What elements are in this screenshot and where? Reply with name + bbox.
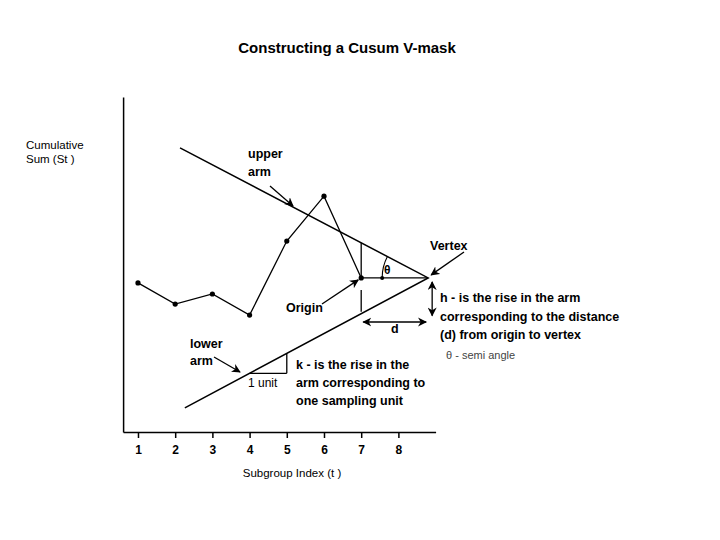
x-tick-label: 6 xyxy=(321,443,328,457)
cusum-point xyxy=(247,312,252,317)
x-tick: 2 xyxy=(172,432,179,457)
annotation-unit: 1 unit xyxy=(248,376,278,390)
x-tick: 7 xyxy=(358,432,365,457)
x-tick-mark xyxy=(287,432,289,438)
annotation-k: arm corresponding to xyxy=(296,376,426,390)
pointer xyxy=(214,357,240,372)
construction xyxy=(214,186,464,373)
x-tick-label: 5 xyxy=(284,443,291,457)
annotation-h: h - is the rise in the arm xyxy=(440,291,580,305)
x-tick-mark xyxy=(175,432,177,438)
construction-line xyxy=(361,277,428,278)
y-axis-label: Sum (St ) xyxy=(26,153,75,165)
annotation-lower-arm: lower xyxy=(190,337,223,351)
annotation-k: one sampling unit xyxy=(296,394,404,408)
x-tick-label: 7 xyxy=(358,443,365,457)
x-tick-mark xyxy=(138,432,140,438)
annotation-semi-angle: θ - semi angle xyxy=(446,349,515,361)
title: Constructing a Cusum V-mask xyxy=(238,39,456,56)
x-tick-label: 2 xyxy=(172,443,179,457)
pointer xyxy=(322,280,358,304)
x-tick-mark xyxy=(324,432,326,438)
x-tick: 5 xyxy=(284,432,291,457)
annotation-vertex: Vertex xyxy=(430,239,468,253)
x-axis-line xyxy=(124,432,437,434)
construction-line xyxy=(361,290,362,312)
y-axis xyxy=(123,98,124,433)
annotation-h: (d) from origin to vertex xyxy=(440,328,581,342)
y-axis-line xyxy=(123,98,125,433)
pointer xyxy=(431,252,464,275)
annotation-origin: Origin xyxy=(286,301,323,315)
construction-line xyxy=(250,373,287,374)
cusum-point xyxy=(173,301,178,306)
x-tick-label: 8 xyxy=(396,443,403,457)
plot-area xyxy=(135,148,428,408)
x-tick-mark xyxy=(361,432,363,438)
construction-line xyxy=(361,243,362,278)
v-mask xyxy=(180,148,428,408)
x-tick: 6 xyxy=(321,432,328,457)
h-arrow xyxy=(432,282,433,316)
x-tick-label: 1 xyxy=(135,443,142,457)
cusum-line xyxy=(138,196,361,315)
annotation-upper-arm: arm xyxy=(248,165,271,179)
annotation-d: d xyxy=(391,322,399,336)
x-tick: 4 xyxy=(247,432,254,457)
annotation-h: corresponding to the distance xyxy=(440,310,619,324)
annotation-upper-arm: upper xyxy=(248,147,283,161)
x-tick-label: 4 xyxy=(247,443,254,457)
x-axis: 1 2 3 4 5 6 7 8 xyxy=(124,432,437,457)
x-tick: 8 xyxy=(396,432,403,457)
cusum-point xyxy=(284,238,289,243)
y-axis-label: Cumulative xyxy=(26,139,84,151)
pointer xyxy=(270,186,293,206)
x-tick-mark xyxy=(249,432,251,438)
construction-line xyxy=(286,353,287,373)
x-tick: 1 xyxy=(135,432,142,457)
cusum-point xyxy=(135,280,140,285)
annotation-lower-arm: arm xyxy=(190,354,213,368)
x-tick-mark xyxy=(212,432,214,438)
chart: Constructing a Cusum V-mask Cumulative Sum… xyxy=(0,0,720,540)
cusum-point xyxy=(210,291,215,296)
annotation-k: k - is the rise in the xyxy=(296,358,409,372)
x-tick-mark xyxy=(398,432,400,438)
x-axis-label: Subgroup Index (t ) xyxy=(243,467,342,479)
annotation-theta: θ xyxy=(384,263,391,277)
x-tick-label: 3 xyxy=(210,443,217,457)
cusum-point xyxy=(321,194,326,199)
x-tick: 3 xyxy=(210,432,217,457)
